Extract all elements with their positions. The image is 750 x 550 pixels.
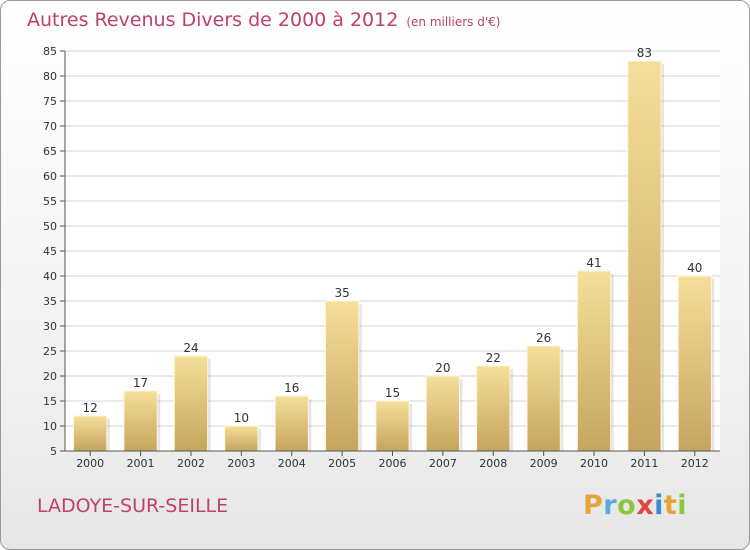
y-tick-label: 15: [43, 395, 57, 408]
logo-letter: o: [617, 490, 637, 521]
y-tick-label: 85: [43, 45, 57, 58]
x-tick-label: 2003: [227, 457, 255, 470]
y-tick-label: 30: [43, 320, 57, 333]
x-tick-label: 2008: [479, 457, 507, 470]
y-tick-label: 45: [43, 245, 57, 258]
chart-title-unit: (en milliers d'€): [406, 15, 501, 29]
bar-2009: [526, 345, 561, 452]
y-tick-label: 40: [43, 270, 57, 283]
bar-value-label: 17: [133, 376, 148, 390]
y-tick-label: 65: [43, 145, 57, 158]
y-tick-label: 55: [43, 195, 57, 208]
x-tick-label: 2002: [177, 457, 205, 470]
x-tick-label: 2004: [278, 457, 306, 470]
x-tick-label: 2000: [76, 457, 104, 470]
bar-2007: [425, 375, 461, 452]
chart-title: Autres Revenus Divers de 2000 à 2012 (en …: [27, 9, 500, 31]
y-tick-label: 75: [43, 95, 57, 108]
chart-title-main: Autres Revenus Divers de 2000 à 2012: [27, 9, 399, 31]
y-tick-label: 80: [43, 70, 57, 83]
y-tick-label: 25: [43, 345, 57, 358]
y-tick-label: 5: [50, 445, 57, 458]
bar-2011: [627, 60, 662, 452]
bar-value-label: 83: [637, 46, 652, 60]
bar-2003: [224, 425, 259, 452]
bar-2004: [274, 395, 309, 452]
x-tick-label: 2007: [429, 457, 457, 470]
y-tick-label: 35: [43, 295, 57, 308]
bar-2001: [123, 390, 158, 452]
bar-value-label: 16: [284, 381, 299, 395]
x-tick-label: 2005: [328, 457, 356, 470]
bar-value-label: 40: [687, 261, 702, 275]
y-tick-label: 70: [43, 120, 57, 133]
bar-value-label: 15: [385, 386, 400, 400]
proxiti-logo: Proxiti: [583, 490, 687, 521]
x-tick-label: 2009: [530, 457, 558, 470]
logo-letter: P: [583, 490, 604, 521]
bar-value-label: 41: [586, 256, 601, 270]
x-tick-label: 2006: [379, 457, 407, 470]
bar-2002: [173, 355, 209, 452]
bar-value-label: 24: [183, 341, 198, 355]
bar-value-label: 22: [486, 351, 501, 365]
bar-value-label: 20: [435, 361, 450, 375]
bar-value-label: 35: [334, 286, 349, 300]
x-tick-label: 2011: [630, 457, 658, 470]
bar-2008: [476, 365, 511, 452]
bar-2012: [677, 275, 712, 452]
logo-letter: i: [677, 490, 688, 521]
y-tick-label: 10: [43, 420, 57, 433]
bar-value-label: 12: [83, 401, 98, 415]
y-tick-label: 20: [43, 370, 57, 383]
bar-2005: [324, 300, 360, 452]
logo-letter: i: [654, 490, 664, 521]
bar-2010: [576, 270, 612, 452]
bar-value-label: 10: [234, 411, 249, 425]
y-tick-label: 50: [43, 220, 57, 233]
bar-value-label: 26: [536, 331, 551, 345]
x-tick-label: 2012: [681, 457, 709, 470]
bar-2000: [73, 415, 108, 452]
location-label: LADOYE-SUR-SEILLE: [37, 495, 229, 517]
logo-letter: t: [663, 490, 678, 521]
logo-letter: x: [636, 490, 655, 521]
x-tick-label: 2010: [580, 457, 608, 470]
y-tick-label: 60: [43, 170, 57, 183]
x-tick-label: 2001: [127, 457, 155, 470]
bar-2006: [375, 400, 410, 452]
logo-letter: r: [603, 490, 618, 521]
